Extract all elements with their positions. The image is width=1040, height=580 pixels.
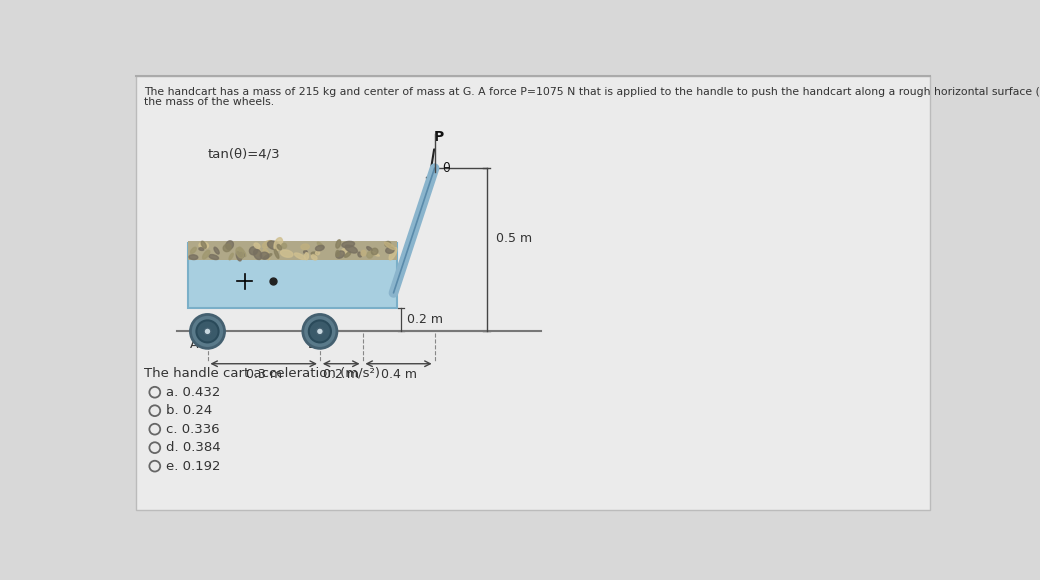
Text: The handle cart acceleration (m/s²): The handle cart acceleration (m/s²): [144, 366, 380, 379]
Ellipse shape: [358, 252, 362, 257]
Ellipse shape: [282, 243, 287, 248]
Ellipse shape: [209, 255, 218, 259]
Ellipse shape: [367, 246, 372, 251]
Circle shape: [197, 320, 218, 342]
Ellipse shape: [229, 253, 233, 260]
Text: 0.5 m: 0.5 m: [496, 232, 531, 245]
Ellipse shape: [263, 253, 271, 259]
Ellipse shape: [294, 253, 306, 259]
Text: e. 0.192: e. 0.192: [165, 459, 220, 473]
Circle shape: [316, 328, 323, 335]
Ellipse shape: [315, 245, 324, 251]
Ellipse shape: [199, 248, 204, 251]
Ellipse shape: [385, 242, 395, 249]
Ellipse shape: [190, 247, 197, 253]
Ellipse shape: [341, 249, 347, 255]
Ellipse shape: [254, 243, 260, 248]
Text: b. 0.24: b. 0.24: [165, 404, 212, 417]
Text: 0.4 m: 0.4 m: [381, 368, 417, 381]
Ellipse shape: [304, 251, 308, 254]
Ellipse shape: [317, 242, 323, 248]
Ellipse shape: [236, 248, 243, 258]
Text: The handcart has a mass of 215 kg and center of mass at G. A force P=1075 N that: The handcart has a mass of 215 kg and ce…: [144, 86, 1040, 96]
Text: a. 0.432: a. 0.432: [165, 386, 220, 398]
Ellipse shape: [336, 251, 344, 258]
Ellipse shape: [236, 252, 241, 261]
Ellipse shape: [199, 242, 208, 249]
Ellipse shape: [275, 249, 279, 259]
Ellipse shape: [371, 248, 378, 255]
Ellipse shape: [238, 247, 245, 256]
Ellipse shape: [342, 241, 355, 248]
Ellipse shape: [238, 252, 244, 258]
Ellipse shape: [250, 246, 258, 255]
Text: P: P: [434, 130, 444, 144]
Circle shape: [303, 314, 337, 349]
Ellipse shape: [263, 249, 269, 260]
Ellipse shape: [344, 252, 350, 258]
Text: c. 0.336: c. 0.336: [165, 423, 219, 436]
Text: 0.2 m: 0.2 m: [322, 368, 359, 381]
Ellipse shape: [311, 255, 317, 260]
Ellipse shape: [345, 245, 358, 253]
Text: B: B: [308, 338, 316, 350]
Ellipse shape: [386, 247, 394, 253]
Text: d. 0.384: d. 0.384: [165, 441, 220, 454]
Bar: [188, 243, 397, 309]
Ellipse shape: [267, 241, 280, 249]
Ellipse shape: [336, 251, 339, 257]
Ellipse shape: [311, 252, 317, 255]
Ellipse shape: [262, 241, 272, 248]
Text: G: G: [280, 273, 289, 287]
Ellipse shape: [361, 250, 366, 256]
Ellipse shape: [278, 245, 282, 250]
Ellipse shape: [389, 248, 397, 260]
Circle shape: [204, 328, 211, 335]
Ellipse shape: [315, 251, 319, 255]
Ellipse shape: [201, 241, 206, 248]
Text: 0.2 m: 0.2 m: [408, 313, 443, 327]
Text: tan(θ)=4/3: tan(θ)=4/3: [208, 148, 280, 161]
Ellipse shape: [370, 251, 380, 256]
Ellipse shape: [203, 250, 210, 259]
Ellipse shape: [260, 252, 269, 259]
Ellipse shape: [336, 240, 341, 248]
Ellipse shape: [305, 253, 309, 260]
Text: the mass of the wheels.: the mass of the wheels.: [144, 96, 275, 107]
Text: A: A: [189, 338, 199, 350]
Ellipse shape: [367, 252, 373, 258]
Ellipse shape: [255, 248, 261, 256]
Ellipse shape: [281, 250, 293, 258]
Ellipse shape: [301, 244, 309, 249]
Circle shape: [309, 320, 331, 342]
Text: θ: θ: [442, 162, 450, 175]
Ellipse shape: [385, 241, 391, 247]
Bar: [188, 241, 397, 260]
Ellipse shape: [214, 247, 219, 254]
Circle shape: [190, 314, 225, 349]
Ellipse shape: [189, 255, 198, 260]
Ellipse shape: [254, 249, 262, 259]
Ellipse shape: [226, 241, 233, 249]
Text: 0.3 m: 0.3 m: [245, 368, 282, 381]
Ellipse shape: [274, 238, 283, 251]
Ellipse shape: [224, 244, 231, 252]
